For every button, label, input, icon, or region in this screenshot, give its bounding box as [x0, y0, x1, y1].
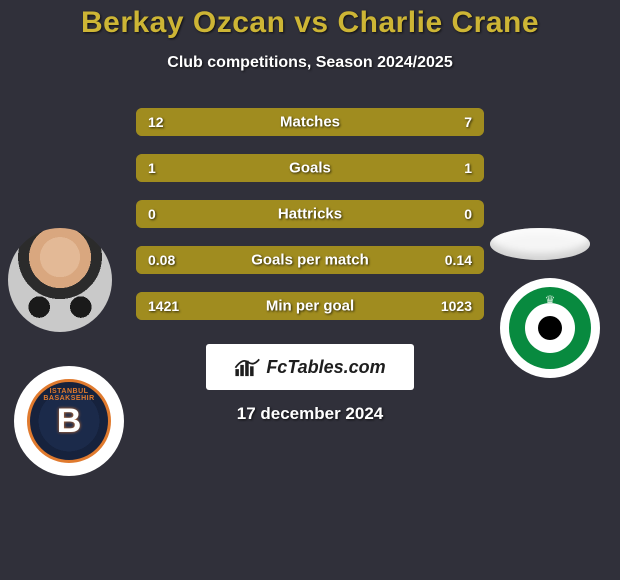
- content-area: ISTANBUL BASAKSEHIR B ♛ 127Matches11Goal…: [0, 108, 620, 424]
- crown-icon: ♛: [545, 293, 556, 307]
- stat-value-left: 12: [148, 114, 164, 130]
- stat-value-left: 0.08: [148, 252, 175, 268]
- stat-row: 1421 1023 Min per goal: [136, 292, 484, 320]
- stat-value-right: 1023: [441, 298, 472, 314]
- stat-fill-left: [136, 154, 310, 182]
- stat-fill-right: [310, 154, 484, 182]
- stat-value-left: 1421: [148, 298, 179, 314]
- player1-club-badge: ISTANBUL BASAKSEHIR B: [14, 366, 124, 476]
- comparison-card: Berkay Ozcan vs Charlie Crane Club compe…: [0, 0, 620, 580]
- stat-value-right: 1: [464, 160, 472, 176]
- stat-row: 0.08 0.14 Goals per match: [136, 246, 484, 274]
- stat-label: Min per goal: [266, 298, 354, 315]
- subtitle: Club competitions, Season 2024/2025: [0, 54, 620, 72]
- stat-row: 1 1 Goals: [136, 154, 484, 182]
- stat-value-right: 7: [464, 114, 472, 130]
- stat-value-right: 0.14: [445, 252, 472, 268]
- stat-label: Goals per match: [251, 252, 369, 269]
- club1-arc-text: ISTANBUL BASAKSEHIR: [30, 388, 108, 402]
- branding-text: FcTables.com: [266, 357, 385, 378]
- club1-letter: B: [57, 402, 82, 441]
- stat-label: Hattricks: [278, 206, 342, 223]
- fctables-logo-icon: [234, 356, 262, 378]
- player2-avatar: [490, 228, 590, 260]
- stat-value-right: 0: [464, 206, 472, 222]
- page-title: Berkay Ozcan vs Charlie Crane: [0, 0, 620, 40]
- stat-label: Matches: [280, 114, 340, 131]
- player1-avatar: [8, 228, 112, 332]
- stat-row: 0 0 Hattricks: [136, 200, 484, 228]
- stat-bars: 12 7 Matches 1 1 Goals 0 0 Hattricks 0.08 0.14 Goal…: [136, 108, 484, 320]
- player2-club-badge: ♛: [500, 278, 600, 378]
- stat-value-left: 1: [148, 160, 156, 176]
- stat-label: Goals: [289, 160, 331, 177]
- branding-badge: FcTables.com: [206, 344, 414, 390]
- stat-row: 12 7 Matches: [136, 108, 484, 136]
- stat-value-left: 0: [148, 206, 156, 222]
